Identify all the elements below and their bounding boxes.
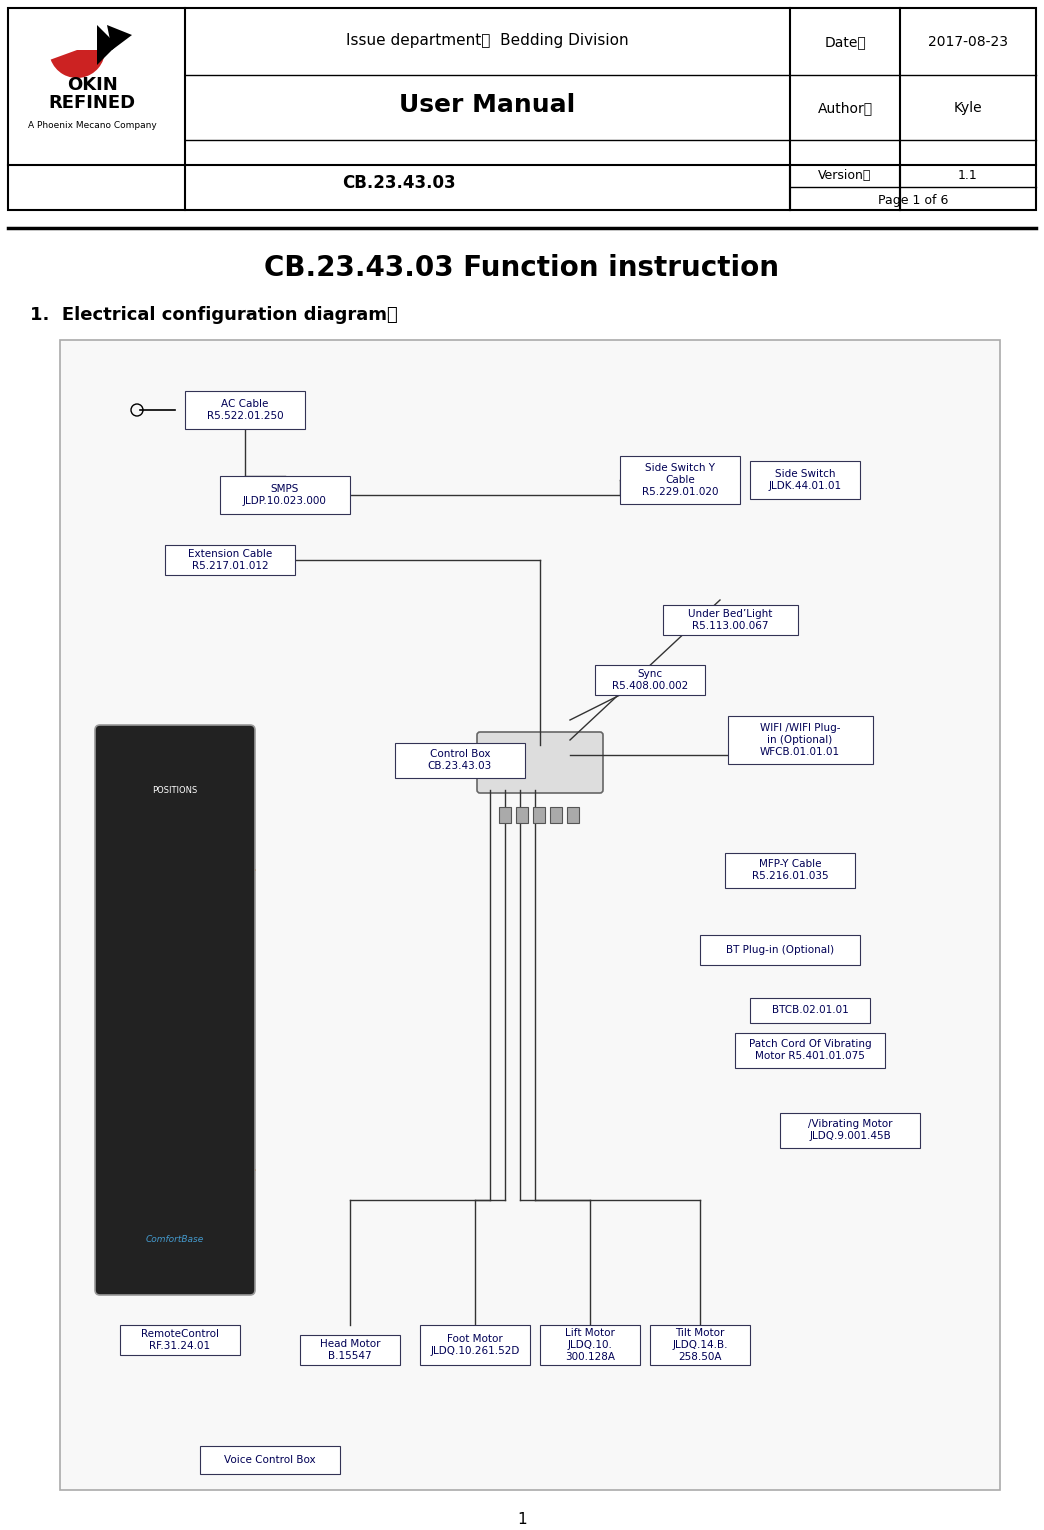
Text: /Vibrating Motor
JLDQ.9.001.45B: /Vibrating Motor JLDQ.9.001.45B [808, 1120, 893, 1141]
Bar [395, 742, 525, 777]
Bar [220, 476, 350, 514]
Bar [699, 935, 860, 965]
Text: 1.1: 1.1 [958, 168, 978, 182]
Text: Foot Motor
JLDQ.10.261.52D: Foot Motor JLDQ.10.261.52D [430, 1334, 520, 1356]
Text: Extension Cable
R5.217.01.012: Extension Cable R5.217.01.012 [188, 549, 272, 571]
Text: CB.23.43.03: CB.23.43.03 [342, 174, 456, 191]
Bar [120, 1325, 240, 1356]
Text: REFINED: REFINED [48, 93, 136, 112]
Text: Page 1 of 6: Page 1 of 6 [878, 193, 948, 207]
Text: AC Cable
R5.522.01.250: AC Cable R5.522.01.250 [207, 399, 283, 421]
Text: WIFI /WIFI Plug-
in (Optional)
WFCB.01.01.01: WIFI /WIFI Plug- in (Optional) WFCB.01.0… [760, 724, 840, 757]
Text: Control Box
CB.23.43.03: Control Box CB.23.43.03 [428, 750, 492, 771]
Bar [725, 852, 855, 887]
Text: ComfortBase: ComfortBase [146, 1236, 205, 1244]
Bar [533, 806, 545, 823]
Text: Kyle: Kyle [953, 101, 982, 115]
Text: Date：: Date： [824, 35, 865, 49]
Wedge shape [51, 50, 105, 78]
Text: Sync
R5.408.00.002: Sync R5.408.00.002 [612, 669, 688, 692]
Bar [567, 806, 579, 823]
Text: Voice Control Box: Voice Control Box [224, 1455, 316, 1466]
Text: Head Motor
B.15547: Head Motor B.15547 [319, 1339, 380, 1360]
Bar [750, 998, 870, 1022]
Bar [750, 461, 860, 499]
Text: Version：: Version： [818, 168, 872, 182]
FancyBboxPatch shape [477, 731, 603, 793]
Bar [550, 806, 562, 823]
Bar [595, 666, 705, 695]
Bar [200, 1446, 340, 1473]
Text: Issue department：  Bedding Division: Issue department： Bedding Division [347, 32, 628, 47]
Text: Side Switch
JLDK.44.01.01: Side Switch JLDK.44.01.01 [768, 470, 841, 491]
Text: BTCB.02.01.01: BTCB.02.01.01 [772, 1005, 849, 1014]
Text: MFP-Y Cable
R5.216.01.035: MFP-Y Cable R5.216.01.035 [752, 860, 828, 881]
Text: Under Bed’Light
R5.113.00.067: Under Bed’Light R5.113.00.067 [688, 609, 773, 630]
Bar [780, 1112, 920, 1148]
Bar [663, 604, 798, 635]
Bar [620, 456, 740, 503]
Bar [650, 1325, 750, 1365]
Text: Tilt Motor
JLDQ.14.B.
258.50A: Tilt Motor JLDQ.14.B. 258.50A [672, 1328, 728, 1362]
Text: Author：: Author： [817, 101, 873, 115]
Text: Lift Motor
JLDQ.10.
300.128A: Lift Motor JLDQ.10. 300.128A [565, 1328, 615, 1362]
Bar [499, 806, 511, 823]
Bar [300, 1336, 400, 1365]
Text: Patch Cord Of Vibrating
Motor R5.401.01.075: Patch Cord Of Vibrating Motor R5.401.01.… [749, 1039, 872, 1060]
Bar [185, 392, 305, 428]
Polygon shape [97, 24, 117, 64]
Text: 1.  Electrical configuration diagram：: 1. Electrical configuration diagram： [30, 306, 398, 324]
Bar [60, 340, 1000, 1490]
Bar [8, 8, 1036, 210]
Bar [165, 545, 295, 575]
Text: RemoteControl
RF.31.24.01: RemoteControl RF.31.24.01 [141, 1330, 219, 1351]
Polygon shape [106, 24, 132, 50]
Bar [540, 1325, 640, 1365]
Text: User Manual: User Manual [400, 93, 575, 116]
Bar [735, 1033, 885, 1068]
Text: CB.23.43.03 Function instruction: CB.23.43.03 Function instruction [264, 254, 780, 282]
Bar [420, 1325, 530, 1365]
Text: Side Switch Y
Cable
R5.229.01.020: Side Switch Y Cable R5.229.01.020 [642, 464, 718, 497]
Text: A Phoenix Mecano Company: A Phoenix Mecano Company [27, 121, 157, 130]
Text: BT Plug-in (Optional): BT Plug-in (Optional) [726, 946, 834, 955]
Bar [728, 716, 873, 763]
FancyBboxPatch shape [95, 725, 255, 1294]
Bar [516, 806, 528, 823]
Text: 1: 1 [517, 1513, 527, 1527]
Text: POSITIONS: POSITIONS [152, 785, 197, 794]
Text: 2017-08-23: 2017-08-23 [928, 35, 1009, 49]
Text: OKIN: OKIN [67, 76, 117, 93]
Text: SMPS
JLDP.10.023.000: SMPS JLDP.10.023.000 [243, 483, 327, 506]
